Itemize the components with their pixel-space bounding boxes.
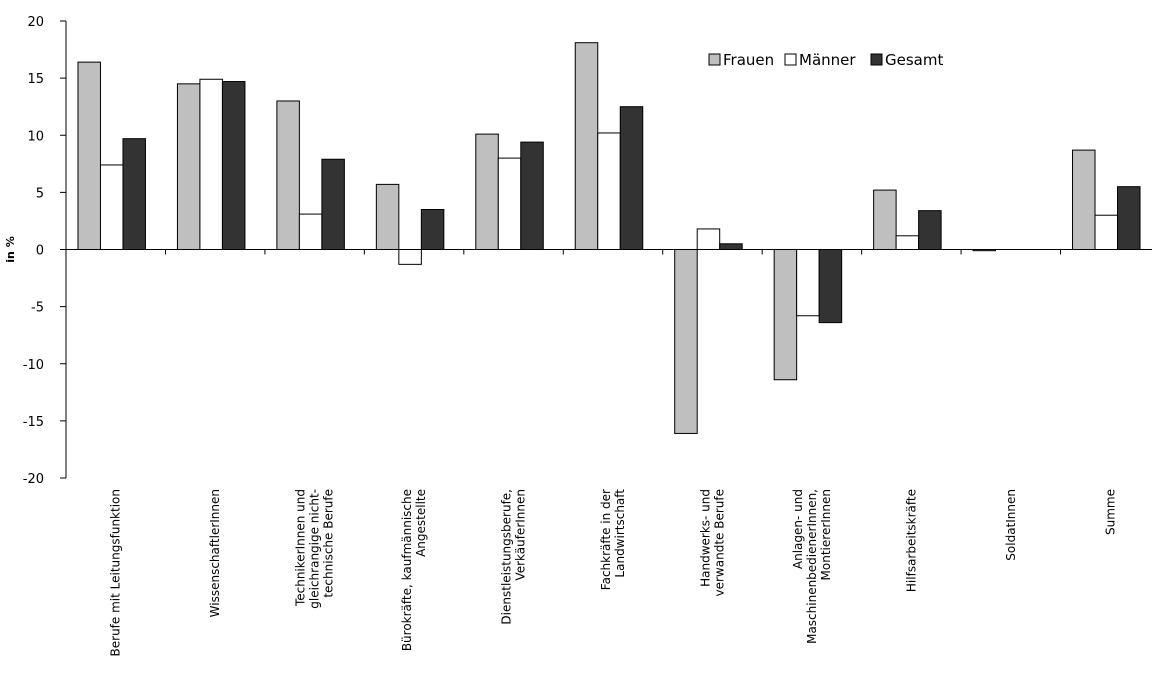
bar-männer xyxy=(796,249,820,317)
category-label-line: Handwerks- und xyxy=(698,489,712,587)
bar-gesamt xyxy=(321,158,345,250)
category-label: Berufe mit Leitungsfunktion xyxy=(109,489,123,656)
bar-männer xyxy=(298,213,323,251)
legend-label-gesamt: Gesamt xyxy=(885,51,943,69)
category-label: Dienstleistungsberufe,VerkäuferInnen xyxy=(500,489,528,625)
y-tick-label: -15 xyxy=(23,415,44,430)
category-label-line: verwandte Berufe xyxy=(712,489,726,596)
y-tick-label: 15 xyxy=(27,72,44,87)
x-axis xyxy=(66,249,1152,255)
bar-frauen xyxy=(773,249,798,381)
category-label-line: Berufe mit Leitungsfunktion xyxy=(109,489,123,656)
category-label-line: Anlagen- und xyxy=(791,489,805,569)
category-label: Anlagen- undMaschinenbedienerInnen,Monti… xyxy=(791,489,833,644)
bar-frauen xyxy=(873,189,897,250)
category-label-line: VerkäuferInnen xyxy=(514,489,528,581)
bar-gesamt xyxy=(619,106,644,250)
category-label-line: MontiererInnen xyxy=(819,489,833,580)
bar-gesamt xyxy=(420,209,445,250)
category-label-line: Landwirtschaft xyxy=(613,489,627,578)
bar-gesamt xyxy=(520,141,544,250)
bar-frauen xyxy=(77,61,101,250)
bar-frauen xyxy=(1072,149,1096,250)
category-label-line: SoldatInnen xyxy=(1004,489,1018,561)
y-tick-label: 0 xyxy=(36,244,44,259)
y-tick-label: 10 xyxy=(27,129,44,144)
bars xyxy=(77,42,1141,434)
y-tick-label: -10 xyxy=(23,358,44,373)
bar-frauen xyxy=(375,183,400,250)
bar-männer xyxy=(199,78,223,250)
legend-label-männer: Männer xyxy=(799,51,856,69)
category-label-line: technische Berufe xyxy=(322,489,336,598)
legend-swatch-männer xyxy=(784,53,797,66)
legend-swatch-frauen xyxy=(708,53,721,66)
legend: Frauen Männer Gesamt xyxy=(708,51,943,69)
bar-gesamt xyxy=(719,243,743,251)
bar-männer xyxy=(597,132,621,250)
bar-frauen xyxy=(276,100,300,250)
category-label-line: TechnikerInnen und xyxy=(294,489,308,607)
category-label-line: gleichrangige nicht- xyxy=(308,489,322,609)
bar-gesamt xyxy=(122,138,146,251)
category-label: Summe xyxy=(1103,489,1117,535)
category-label: WissenschaftlerInnen xyxy=(208,489,222,617)
category-label: TechnikerInnen undgleichrangige nicht-te… xyxy=(294,489,336,609)
category-label: Bürokräfte, kaufmännischeAngestellte xyxy=(400,489,428,651)
category-label-line: Angestellte xyxy=(414,489,428,557)
category-label-line: Dienstleistungsberufe, xyxy=(500,489,514,625)
category-label: SoldatInnen xyxy=(1004,489,1018,561)
bar-frauen xyxy=(176,83,201,251)
legend-swatch-gesamt xyxy=(870,53,883,66)
category-label-line: Hilfsarbeitskräfte xyxy=(904,489,918,592)
bar-gesamt xyxy=(918,210,942,250)
category-label: Hilfsarbeitskräfte xyxy=(904,489,918,592)
bar-frauen xyxy=(475,133,499,250)
bar-männer xyxy=(497,157,522,251)
legend-label-frauen: Frauen xyxy=(723,51,774,69)
bar-gesamt xyxy=(1117,186,1141,251)
category-label: Fachkräfte in derLandwirtschaft xyxy=(599,489,627,590)
bar-frauen xyxy=(674,249,698,434)
bar-frauen xyxy=(574,42,599,250)
y-axis-title: in % xyxy=(4,236,17,262)
bar-männer xyxy=(398,249,422,265)
category-label: Handwerks- undverwandte Berufe xyxy=(698,489,726,596)
category-label-line: WissenschaftlerInnen xyxy=(208,489,222,617)
bar-männer xyxy=(99,164,124,250)
category-label-line: Summe xyxy=(1103,489,1117,535)
category-label-line: MaschinenbedienerInnen, xyxy=(805,489,819,644)
y-axis: 20 15 10 5 0 -5 -10 -15 -20 xyxy=(23,15,67,487)
category-labels: Berufe mit Leitungsfunktion Wissenschaftl… xyxy=(109,489,1118,657)
y-tick-label: -20 xyxy=(23,472,44,487)
category-label-line: Fachkräfte in der xyxy=(599,489,613,590)
bar-männer xyxy=(895,235,920,250)
bar-gesamt xyxy=(221,81,246,250)
y-tick-label: -5 xyxy=(31,301,44,316)
bar-gesamt xyxy=(818,249,843,324)
bar-männer xyxy=(696,228,721,250)
y-tick-label: 20 xyxy=(27,15,44,30)
category-label-line: Bürokräfte, kaufmännische xyxy=(400,489,414,651)
bar-männer xyxy=(1094,214,1119,251)
y-tick-label: 5 xyxy=(36,186,44,201)
